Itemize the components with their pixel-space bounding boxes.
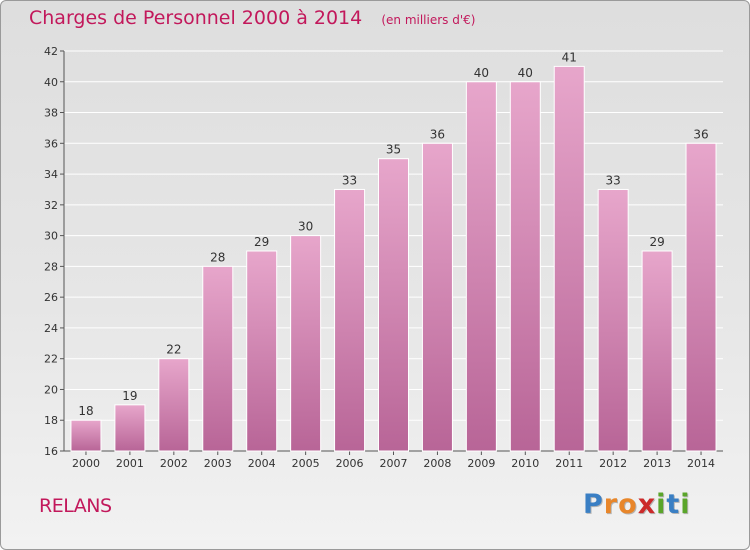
y-tick-label: 22 (44, 353, 58, 366)
data-labels: 18 19 22 28 29 30 33 35 36 40 40 41 33 29 36 (78, 50, 708, 418)
logo-letter: o (618, 489, 638, 520)
x-tick-label: 2010 (511, 457, 539, 470)
data-label: 36 (430, 127, 445, 141)
y-tick-label: 28 (44, 260, 58, 273)
bar (334, 188, 366, 452)
y-tick-label: 18 (44, 414, 58, 427)
data-label: 36 (693, 127, 708, 141)
bar (158, 358, 190, 452)
data-label: 35 (386, 143, 401, 157)
x-tick-label: 2011 (555, 457, 583, 470)
x-tick-label: 2013 (643, 457, 671, 470)
title-row: Charges de Personnel 2000 à 2014 (en mil… (29, 7, 475, 29)
y-tick-label: 26 (44, 291, 58, 304)
bar (553, 65, 585, 452)
x-tick-label: 2014 (687, 457, 715, 470)
x-tick-label: 2008 (423, 457, 451, 470)
logo-letter: t (666, 489, 681, 520)
x-tick-label: 2007 (380, 457, 408, 470)
data-label: 22 (166, 343, 181, 357)
data-label: 33 (606, 173, 621, 187)
logo-letter: x (637, 489, 657, 520)
x-tick-label: 2003 (204, 457, 232, 470)
bar (685, 142, 717, 452)
logo-letter: P (583, 489, 604, 520)
logo-letter: i (680, 489, 691, 520)
bar (70, 419, 102, 452)
logo-letter: i (656, 489, 667, 520)
bar (246, 250, 278, 452)
bar (641, 250, 673, 452)
y-tick-label: 40 (44, 76, 58, 89)
data-label: 40 (474, 66, 489, 80)
y-tick-label: 38 (44, 107, 58, 120)
data-label: 18 (78, 404, 93, 418)
y-tick-label: 24 (44, 322, 58, 335)
x-tick-label: 2000 (72, 457, 100, 470)
chart-subtitle: (en milliers d'€) (381, 13, 476, 27)
y-tick-label: 36 (44, 137, 58, 150)
y-tick-label: 20 (44, 383, 58, 396)
x-tick-label: 2012 (599, 457, 627, 470)
x-tick-label: 2009 (467, 457, 495, 470)
data-label: 29 (254, 235, 269, 249)
bar (509, 81, 541, 452)
y-tick-label: 16 (44, 445, 58, 458)
logo-letter: r (603, 489, 619, 520)
bar (465, 81, 497, 452)
data-label: 33 (342, 173, 357, 187)
bar (597, 188, 629, 452)
bars (70, 65, 717, 452)
chart-title: Charges de Personnel 2000 à 2014 (29, 7, 363, 29)
data-label: 30 (298, 220, 313, 234)
data-label: 40 (518, 66, 533, 80)
data-label: 19 (122, 389, 137, 403)
bar (290, 235, 322, 452)
proxiti-logo[interactable]: Proxiti (583, 489, 691, 520)
bar (421, 142, 453, 452)
data-label: 41 (562, 50, 577, 64)
x-tick-label: 2006 (336, 457, 364, 470)
data-label: 28 (210, 250, 225, 264)
x-tick-label: 2002 (160, 457, 188, 470)
x-tick-label: 2005 (292, 457, 320, 470)
data-label: 29 (649, 235, 664, 249)
bar (378, 158, 409, 452)
x-tick-label: 2001 (116, 457, 144, 470)
y-tick-label: 34 (44, 168, 58, 181)
y-tick-label: 30 (44, 230, 58, 243)
bar (202, 265, 234, 452)
commune-name: RELANS (39, 495, 112, 517)
y-tick-label: 32 (44, 199, 58, 212)
x-tick-label: 2004 (248, 457, 276, 470)
y-tick-label: 42 (44, 45, 58, 58)
bar (114, 404, 146, 452)
